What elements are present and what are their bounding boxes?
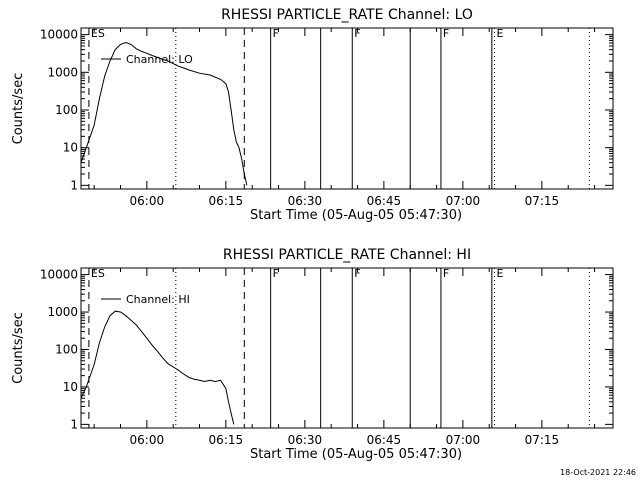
plot-frame: [80, 267, 614, 429]
event-label-5: F: [354, 27, 360, 40]
event-label-0: ES: [91, 267, 105, 280]
x-tick-label: 06:30: [288, 433, 323, 447]
x-tick-label: 06:45: [367, 194, 402, 208]
event-label-9: E: [496, 267, 503, 280]
event-label-0: ES: [91, 27, 105, 40]
y-tick-label: 1: [70, 417, 78, 431]
y-tick-label: 10: [63, 141, 78, 155]
x-tick-label: 07:15: [525, 194, 560, 208]
legend-entry: Channel: LO: [126, 53, 193, 66]
y-tick-label: 1000: [47, 305, 78, 319]
y-tick-label: 1000: [47, 65, 78, 79]
x-tick-label: 06:45: [367, 433, 402, 447]
chart-title: RHESSI PARTICLE_RATE Channel: HI: [223, 247, 471, 263]
x-tick-label: 07:00: [446, 433, 481, 447]
chart-title: RHESSI PARTICLE_RATE Channel: LO: [221, 7, 473, 23]
footer-timestamp: 18-Oct-2021 22:46: [560, 468, 636, 477]
y-tick-label: 100: [55, 342, 78, 356]
y-tick-label: 10000: [40, 28, 78, 42]
x-tick-label: 06:00: [130, 433, 165, 447]
x-tick-label: 07:15: [525, 433, 560, 447]
x-tick-label: 06:00: [130, 194, 165, 208]
series-line-0: [81, 310, 235, 425]
plot-frame: [80, 27, 614, 190]
y-tick-label: 100: [55, 103, 78, 117]
y-tick-label: 1: [70, 178, 78, 192]
x-axis-label: Start Time (05-Aug-05 05:47:30): [250, 447, 462, 462]
series-line-0: [81, 41, 248, 186]
event-label-9: E: [496, 27, 503, 40]
y-tick-label: 10: [63, 380, 78, 394]
x-axis-label: Start Time (05-Aug-05 05:47:30): [250, 208, 462, 223]
x-tick-label: 07:00: [446, 194, 481, 208]
y-tick-label: 10000: [40, 268, 78, 282]
x-tick-label: 06:15: [209, 433, 244, 447]
chart-panel-1: RHESSI PARTICLE_RATE Channel: HI ES F F F E 1 1…: [11, 247, 614, 462]
chart-panel-0: RHESSI PARTICLE_RATE Channel: LO ES F F F E 1 1…: [11, 7, 614, 223]
event-label-5: F: [354, 267, 360, 280]
event-label-3: F: [273, 27, 279, 40]
event-label-7: F: [443, 27, 449, 40]
x-tick-label: 06:30: [288, 194, 323, 208]
event-label-3: F: [273, 267, 279, 280]
event-label-7: F: [443, 267, 449, 280]
y-axis-label: Counts/sec: [11, 312, 26, 384]
x-tick-label: 06:15: [209, 194, 244, 208]
y-axis-label: Counts/sec: [11, 73, 26, 145]
legend-entry: Channel: HI: [126, 293, 190, 306]
